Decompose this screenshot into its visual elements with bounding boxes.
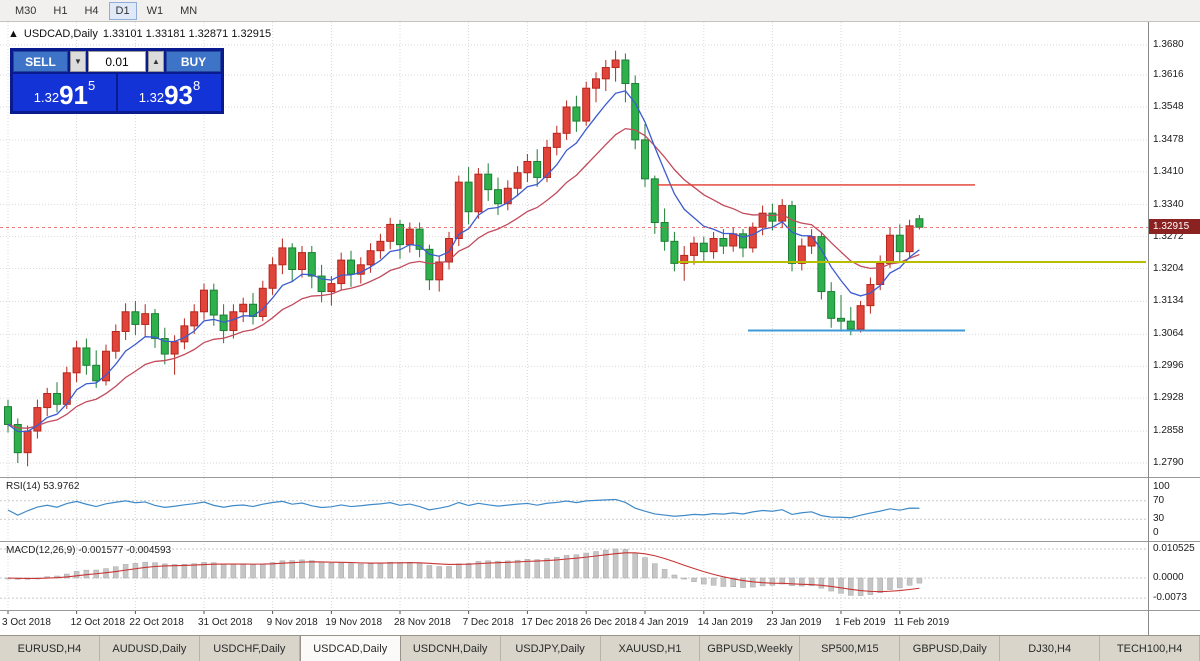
volume-increase-button[interactable]: ▲ — [148, 51, 164, 72]
chart-tab-tech100-h4[interactable]: TECH100,H4 — [1100, 636, 1200, 661]
volume-input[interactable] — [88, 51, 146, 72]
date-tick-label: 28 Nov 2018 — [394, 617, 451, 628]
price-tick-label: 1.3204 — [1153, 262, 1184, 274]
bid-price-prefix: 1.32 — [33, 90, 60, 105]
date-tick-label: 23 Jan 2019 — [766, 617, 821, 628]
date-tick-label: 11 Feb 2019 — [894, 617, 950, 628]
timeframe-button-d1[interactable]: D1 — [108, 1, 137, 20]
ma-slow-line — [7, 127, 920, 429]
chart-tab-sp500-m15[interactable]: SP500,M15 — [800, 636, 901, 661]
ask-price-prefix: 1.32 — [138, 90, 165, 105]
rsi-tick-label: 30 — [1153, 513, 1165, 525]
chart-tab-gbpusd-daily[interactable]: GBPUSD,Daily — [900, 636, 1001, 661]
chart-title: ▲ USDCAD,Daily 1.33101 1.33181 1.32871 1… — [8, 28, 271, 40]
price-tick-label: 1.2858 — [1153, 425, 1184, 437]
ma-fast-line — [7, 90, 920, 433]
date-axis[interactable]: 3 Oct 2018 12 Oct 2018 22 Oct 2018 31 Oct 2… — [2, 610, 950, 628]
rsi-tick-label: 100 — [1153, 481, 1170, 492]
timeframe-button-h1[interactable]: H1 — [46, 2, 74, 20]
chart-tab-dj30-h4[interactable]: DJ30,H4 — [1000, 636, 1101, 661]
buy-button[interactable]: BUY — [166, 51, 221, 72]
timeframe-toolbar: M30 H1 H4 D1 W1 MN — [0, 0, 1200, 22]
chart-tab-xauusd-h1[interactable]: XAUUSD,H1 — [601, 636, 701, 661]
date-tick-label: 22 Oct 2018 — [129, 617, 184, 628]
sell-button[interactable]: SELL — [13, 51, 68, 72]
date-tick-label: 4 Jan 2019 — [639, 617, 689, 628]
trade-panel-quotes: 1.32 91 5 1.32 93 8 — [13, 74, 221, 111]
ask-price-pips: 93 — [164, 80, 193, 110]
date-tick-label: 9 Nov 2018 — [267, 617, 319, 628]
chart-symbol-label: USDCAD,Daily — [23, 28, 98, 40]
price-tick-label: 1.3616 — [1153, 69, 1184, 81]
macd-signal-line — [7, 552, 920, 593]
macd-indicator-label: MACD(12,26,9) -0.001577 -0.004593 — [6, 545, 172, 556]
price-tick-label: 1.3478 — [1153, 133, 1184, 145]
date-tick-label: 26 Dec 2018 — [580, 617, 637, 628]
macd-histogram — [5, 548, 923, 596]
chart-area: 3 Oct 2018 12 Oct 2018 22 Oct 2018 31 Oct 2… — [0, 22, 1200, 635]
chart-tab-gbpusd-weekly[interactable]: GBPUSD,Weekly — [700, 636, 801, 661]
chart-tab-audusd-daily[interactable]: AUDUSD,Daily — [100, 636, 200, 661]
date-tick-label: 7 Dec 2018 — [463, 617, 515, 628]
bid-price-display: 1.32 91 5 — [13, 74, 116, 111]
chart-tab-usdjpy-daily[interactable]: USDJPY,Daily — [501, 636, 601, 661]
chart-ohlc-values: 1.33101 1.33181 1.32871 1.32915 — [102, 28, 272, 40]
chart-tab-eurusd-h4[interactable]: EURUSD,H4 — [0, 636, 100, 661]
rsi-tick-label: 0 — [1153, 527, 1159, 538]
price-tick-label: 1.3340 — [1153, 198, 1184, 210]
ask-price-point: 8 — [193, 78, 201, 93]
panel-separator — [1149, 541, 1200, 542]
date-tick-label: 17 Dec 2018 — [521, 617, 578, 628]
bid-price-point: 5 — [88, 78, 96, 93]
price-tick-label: 1.3272 — [1153, 230, 1184, 242]
price-tick-label: 1.2928 — [1153, 392, 1184, 404]
price-scale[interactable]: 1.32915 1.3680 1.3616 1.3548 1.3478 1.3410 1.… — [1148, 22, 1200, 635]
price-tick-label: 1.3064 — [1153, 328, 1184, 340]
bid-price-pips: 91 — [59, 80, 88, 110]
volume-decrease-button[interactable]: ▼ — [70, 51, 86, 72]
date-tick-label: 19 Nov 2018 — [325, 617, 382, 628]
date-tick-label: 1 Feb 2019 — [835, 617, 886, 628]
timeframe-button-w1[interactable]: W1 — [140, 2, 171, 20]
chevron-up-icon: ▲ — [152, 57, 160, 66]
price-tick-label: 1.2790 — [1153, 457, 1184, 468]
panel-separator — [1149, 477, 1200, 478]
chart-tab-usdcnh-daily[interactable]: USDCNH,Daily — [401, 636, 501, 661]
rsi-indicator-label: RSI(14) 53.9762 — [6, 481, 80, 492]
price-tick-label: 1.3548 — [1153, 100, 1184, 112]
panel-separator — [1149, 610, 1200, 611]
candles-layer — [4, 50, 924, 467]
date-tick-label: 31 Oct 2018 — [198, 617, 253, 628]
rsi-tick-label: 70 — [1153, 494, 1165, 506]
chart-tab-usdchf-daily[interactable]: USDCHF,Daily — [200, 636, 300, 661]
price-tick-label: 1.3134 — [1153, 295, 1184, 307]
trade-panel-controls: SELL ▼ ▲ BUY — [13, 51, 221, 72]
ask-price-display: 1.32 93 8 — [118, 74, 221, 111]
date-tick-label: 3 Oct 2018 — [2, 617, 51, 628]
macd-tick-label: 0.010525 — [1153, 543, 1195, 554]
timeframe-button-h4[interactable]: H4 — [77, 2, 105, 20]
chart-tab-usdcad-daily[interactable]: USDCAD,Daily — [299, 636, 401, 661]
macd-tick-label: -0.0073 — [1153, 592, 1187, 604]
chart-icon: ▲ — [8, 28, 19, 40]
macd-tick-label: 0.0000 — [1153, 572, 1184, 583]
date-tick-label: 14 Jan 2019 — [698, 617, 753, 628]
price-tick-label: 1.3410 — [1153, 165, 1184, 177]
timeframe-button-m30[interactable]: M30 — [8, 2, 43, 20]
price-tick-label: 1.3680 — [1153, 39, 1184, 50]
price-tick-label: 1.2996 — [1153, 360, 1184, 372]
chevron-down-icon: ▼ — [74, 57, 82, 66]
chart-canvas[interactable]: 3 Oct 2018 12 Oct 2018 22 Oct 2018 31 Oct 2… — [0, 22, 1148, 634]
timeframe-button-mn[interactable]: MN — [173, 2, 204, 20]
chart-tabs-bar: EURUSD,H4 AUDUSD,Daily USDCHF,Daily USDCAD,… — [0, 635, 1200, 661]
rsi-line — [7, 498, 920, 519]
current-price-badge: 1.32915 — [1149, 219, 1200, 235]
grid-layer — [0, 22, 1148, 610]
date-tick-label: 12 Oct 2018 — [71, 617, 126, 628]
